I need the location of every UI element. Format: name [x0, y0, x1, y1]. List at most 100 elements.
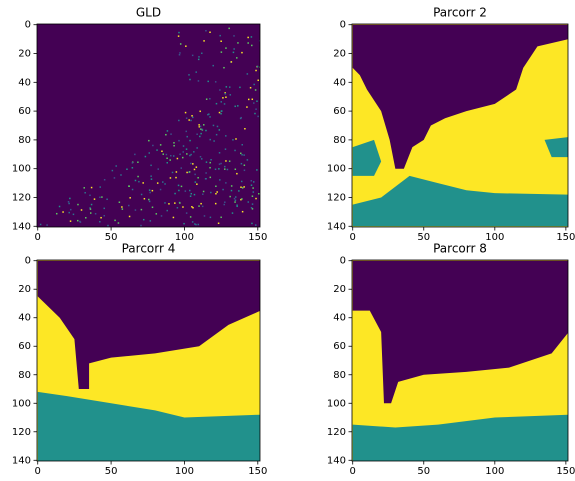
pixel: [149, 220, 152, 222]
pixel: [171, 171, 174, 174]
pixel: [194, 223, 196, 225]
pixel: [249, 86, 252, 89]
y-tick-label: 100: [12, 398, 31, 409]
pixel: [93, 198, 96, 200]
pixel: [173, 144, 175, 147]
pixel: [252, 181, 255, 183]
pixel: [189, 189, 191, 192]
pixel: [179, 43, 182, 45]
pixel: [252, 187, 254, 189]
pixel: [215, 192, 217, 195]
pixel: [254, 89, 257, 91]
pixel: [80, 209, 83, 211]
pixel: [186, 135, 188, 138]
pixel: [166, 209, 169, 212]
region: [352, 260, 568, 404]
pixel: [128, 185, 130, 187]
x-tick-label: 100: [175, 232, 194, 243]
pixel: [225, 47, 227, 49]
pixel: [172, 216, 175, 219]
y-tick-label: 120: [12, 427, 31, 438]
pixel: [224, 93, 227, 95]
pixel: [254, 112, 256, 115]
pixel: [200, 158, 203, 160]
pixel: [164, 183, 166, 185]
y-tick-label: 100: [327, 398, 346, 409]
pixel: [174, 192, 176, 195]
pixel: [234, 196, 237, 198]
pixel: [233, 35, 235, 37]
pixel: [194, 181, 197, 183]
pixel: [214, 202, 217, 205]
pixel: [255, 108, 257, 110]
x-tick-label: 50: [105, 232, 118, 243]
pixel: [208, 113, 210, 115]
region: [352, 175, 568, 227]
pixel: [210, 191, 212, 194]
pixel: [162, 153, 165, 155]
y-tick-label: 80: [18, 370, 31, 381]
pixel: [214, 81, 217, 83]
pixel: [181, 156, 184, 159]
pixel: [224, 92, 226, 94]
pixel: [198, 205, 200, 207]
y-tick-label: 140: [12, 221, 31, 232]
pixel: [218, 163, 221, 165]
pixel: [207, 113, 209, 116]
pixel: [220, 40, 222, 42]
pixel: [140, 208, 143, 211]
panel-title: Parcorr 8: [433, 242, 487, 256]
pixel: [134, 179, 137, 182]
pixel: [69, 220, 72, 222]
pixel: [247, 98, 250, 101]
panel: GLD 0 50 100 150 0 20 40 60 80 100 120 140: [12, 6, 267, 244]
x-tick-label: 0: [35, 232, 41, 243]
y-tick-label: 140: [12, 455, 31, 466]
pixel: [150, 178, 153, 180]
pixel: [243, 186, 245, 188]
pixel: [222, 97, 224, 99]
pixel: [205, 161, 208, 163]
pixel: [233, 197, 236, 200]
pixel: [243, 164, 246, 166]
pixel: [137, 161, 139, 163]
axes-frame: [351, 23, 569, 228]
pixel: [143, 197, 146, 200]
pixel: [176, 206, 179, 209]
pixel: [151, 206, 154, 209]
axes-frame: [351, 259, 569, 462]
pixel: [209, 216, 212, 219]
pixel: [196, 133, 198, 136]
pixel: [148, 200, 151, 203]
pixel: [197, 58, 200, 61]
pixel: [103, 207, 105, 210]
pixel: [226, 168, 229, 171]
region: [37, 260, 260, 390]
pixel: [203, 40, 205, 42]
pixel: [193, 193, 196, 196]
pixel: [235, 138, 237, 140]
pixel: [196, 183, 198, 185]
image-regions: [39, 27, 260, 227]
pixel: [195, 223, 197, 226]
pixel: [111, 169, 114, 172]
pixel: [134, 153, 136, 156]
pixel: [159, 188, 162, 191]
pixel: [62, 211, 64, 213]
x-tick-label: 0: [35, 466, 41, 477]
y-tick-label: 100: [12, 164, 31, 175]
pixel: [169, 177, 172, 179]
pixel: [178, 139, 180, 142]
x-tick-label: 50: [417, 466, 430, 477]
pixel: [94, 212, 97, 215]
pixel: [238, 190, 240, 192]
pixel: [190, 119, 192, 122]
pixel: [156, 182, 159, 184]
pixel: [178, 31, 180, 34]
pixel: [176, 157, 179, 160]
pixel: [103, 178, 106, 181]
pixel: [68, 211, 70, 214]
pixel: [232, 51, 235, 54]
panel: Parcorr 4 0 50 100 150 0 20 40 60 80 100 120 140: [12, 242, 267, 478]
pixel: [200, 128, 202, 130]
